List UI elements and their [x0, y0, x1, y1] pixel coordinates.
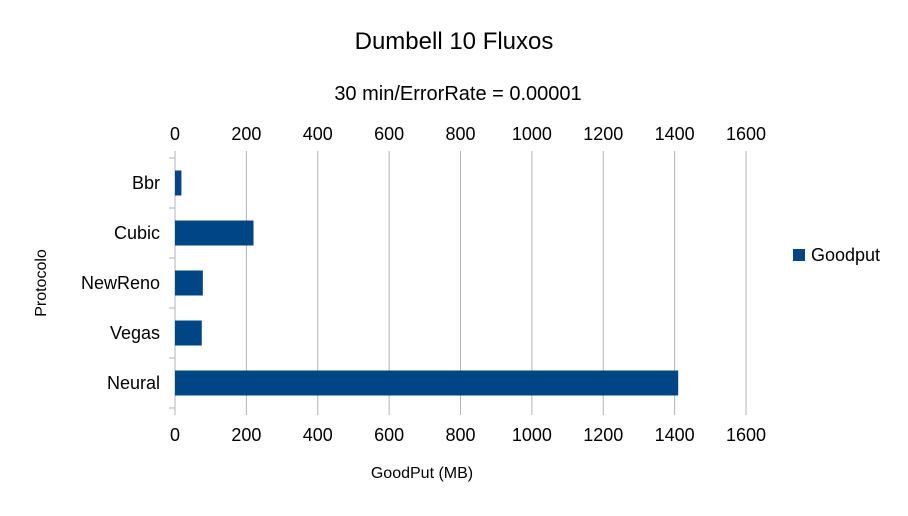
category-label-bbr: Bbr — [132, 173, 160, 193]
bottom-tick-label: 200 — [231, 425, 261, 445]
chart-title: Dumbell 10 Fluxos — [355, 28, 554, 55]
top-tick-label: 200 — [231, 124, 261, 144]
bar-neural — [175, 370, 679, 396]
y-axis-title: Protocolo — [33, 249, 50, 317]
top-tick-label: 600 — [374, 124, 404, 144]
category-labels: Bbr Cubic NewReno Vegas Neural — [81, 173, 160, 393]
chart-subtitle: 30 min/ErrorRate = 0.00001 — [334, 83, 581, 105]
legend: Goodput — [793, 245, 880, 265]
bars — [175, 170, 679, 396]
bar-vegas — [175, 320, 202, 346]
top-tick-label: 800 — [445, 124, 475, 144]
category-label-newreno: NewReno — [81, 273, 160, 293]
category-label-cubic: Cubic — [114, 223, 160, 243]
category-label-neural: Neural — [107, 373, 160, 393]
top-axis-tick-labels: 0 200 400 600 800 1000 1200 1400 1600 — [170, 124, 766, 144]
bottom-tick-label: 1200 — [583, 425, 623, 445]
bottom-tick-label: 800 — [445, 425, 475, 445]
top-tick-label: 0 — [170, 124, 180, 144]
bottom-tick-label: 600 — [374, 425, 404, 445]
top-tick-label: 1200 — [583, 124, 623, 144]
bar-bbr — [175, 170, 182, 196]
bar-cubic — [175, 220, 254, 246]
bar-newreno — [175, 270, 203, 296]
bottom-tick-label: 0 — [170, 425, 180, 445]
top-tick-label: 1600 — [726, 124, 766, 144]
bottom-tick-label: 400 — [303, 425, 333, 445]
bottom-tick-label: 1000 — [512, 425, 552, 445]
bottom-tick-label: 1400 — [655, 425, 695, 445]
top-tick-label: 1000 — [512, 124, 552, 144]
bottom-tick-label: 1600 — [726, 425, 766, 445]
x-axis-title: GoodPut (MB) — [371, 465, 473, 482]
bottom-axis-tick-labels: 0 200 400 600 800 1000 1200 1400 1600 — [170, 425, 766, 445]
top-tick-label: 1400 — [655, 124, 695, 144]
legend-label: Goodput — [811, 245, 880, 265]
top-tick-label: 400 — [303, 124, 333, 144]
legend-swatch — [793, 249, 805, 261]
gridlines — [169, 151, 747, 415]
category-label-vegas: Vegas — [110, 323, 160, 343]
